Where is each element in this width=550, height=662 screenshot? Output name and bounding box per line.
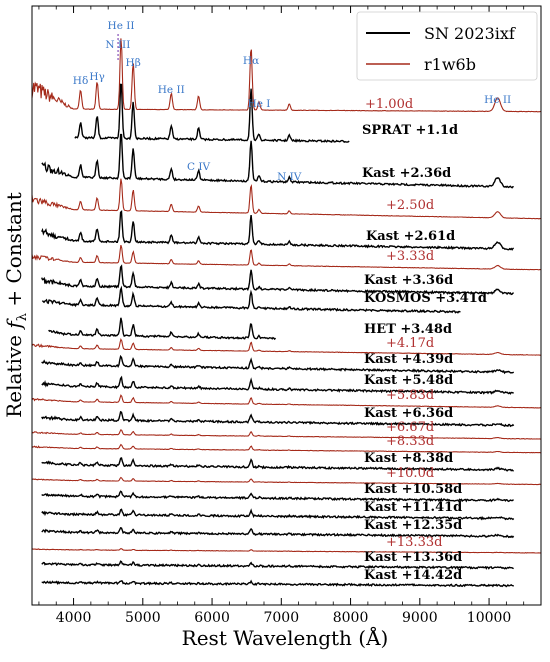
- spectrum-epoch-label: +10.0d: [386, 466, 434, 481]
- y-label-tail: + Constant: [2, 192, 26, 313]
- spectrum-epoch-label: +2.50d: [386, 198, 434, 213]
- x-tick-label: 6000: [194, 610, 230, 626]
- spectrum-epoch-label: Kast +2.36d: [362, 166, 451, 181]
- model-spectrum: [31, 476, 541, 486]
- observed-spectrum: [41, 508, 515, 521]
- spectrum-epoch-label: Kast +2.61d: [366, 229, 455, 244]
- model-spectrum: [31, 394, 541, 409]
- x-axis-label: Rest Wavelength (Å): [182, 625, 389, 650]
- x-tick-label: 7000: [263, 610, 299, 626]
- spectrum-epoch-label: Kast +13.36d: [364, 550, 462, 565]
- line-id-label: Hβ: [126, 57, 141, 69]
- y-axis-label: Relative fλ + Constant: [2, 192, 30, 418]
- model-spectrum: [31, 38, 541, 113]
- spectrum-epoch-label: Kast +11.41d: [364, 500, 462, 515]
- spectrum-epoch-label: +6.67d: [386, 420, 434, 435]
- spectrum-epoch-label: KOSMOS +3.41d: [364, 291, 487, 306]
- y-label-sub: λ: [15, 313, 30, 321]
- spectrum-epoch-label: Kast +14.42d: [364, 568, 462, 583]
- observed-spectrum: [41, 375, 514, 395]
- x-tick-label: 10000: [467, 610, 512, 626]
- x-tick-label: 4000: [56, 610, 92, 626]
- line-id-label: He I: [248, 98, 271, 110]
- observed-spectrum: [48, 317, 277, 341]
- observed-spectrum: [41, 526, 515, 539]
- legend-box: [356, 11, 538, 81]
- x-tick-label: 5000: [125, 610, 161, 626]
- model-spectrum: [31, 443, 541, 454]
- spectrum-epoch-label: Kast +6.36d: [364, 406, 453, 421]
- model-spectrum: [31, 428, 541, 440]
- spectrum-epoch-label: Kast +4.39d: [364, 352, 453, 367]
- spectrum-epoch-label: +4.17d: [386, 336, 434, 351]
- spectrum-epoch-label: Kast +5.48d: [364, 373, 453, 388]
- spectrum-epoch-label: Kast +12.35d: [364, 518, 462, 533]
- plot-frame: [31, 5, 542, 606]
- model-spectrum: [31, 244, 541, 271]
- observed-spectrum: [41, 457, 514, 472]
- spectrum-epoch-label: +5.83d: [386, 388, 434, 403]
- line-id-label: Hδ: [73, 75, 88, 87]
- line-id-label: He II: [108, 20, 135, 32]
- line-id-label: Hγ: [89, 71, 104, 83]
- observed-spectrum: [41, 210, 515, 251]
- line-id-label: He II: [484, 94, 511, 106]
- observed-spectrum: [41, 285, 461, 314]
- spectra-group: +1.00d SPRAT +1.1d Kast +2.36d +2.50d Kast +…: [31, 38, 541, 588]
- x-tick-label: 8000: [333, 610, 369, 626]
- observed-spectrum: [74, 83, 350, 143]
- model-spectrum: [31, 338, 541, 356]
- observed-spectrum: [41, 560, 514, 570]
- observed-spectrum: [41, 133, 514, 189]
- spectrum-epoch-label: +13.33d: [386, 535, 442, 550]
- x-axis-ticks: 4000 5000 6000 7000 8000 9000 10000: [38, 6, 525, 626]
- line-id-label: He II: [158, 84, 185, 96]
- spectrum-epoch-label: +8.33d: [386, 434, 434, 449]
- line-id-label: N IV: [277, 171, 302, 183]
- spectrum-epoch-label: +3.33d: [386, 249, 434, 264]
- legend: SN 2023ixf r1w6b: [356, 11, 538, 81]
- observed-spectrum: [41, 579, 515, 588]
- spectrum-epoch-label: +1.00d: [365, 97, 413, 112]
- line-identifications: Hδ Hγ N III He II Hβ He II Hα He I He II C IV N IV: [73, 20, 511, 183]
- legend-label-model: r1w6b: [424, 55, 476, 74]
- observed-spectrum: [41, 264, 514, 296]
- y-label-main: Relative: [2, 329, 26, 418]
- observed-spectrum: [41, 490, 514, 503]
- legend-label-observed: SN 2023ixf: [424, 24, 516, 43]
- line-id-label: N III: [105, 39, 130, 51]
- observed-spectrum: [41, 354, 515, 375]
- model-spectrum: [31, 547, 541, 554]
- x-tick-label: 9000: [402, 610, 438, 626]
- model-spectrum: [31, 178, 541, 220]
- spectrum-epoch-label: Kast +3.36d: [364, 273, 453, 288]
- spectrum-epoch-label: Kast +10.58d: [364, 482, 462, 497]
- spectrum-epoch-label: SPRAT +1.1d: [362, 123, 458, 138]
- line-id-label: Hα: [243, 55, 259, 67]
- spectrum-epoch-label: Kast +8.38d: [364, 451, 453, 466]
- line-id-label: C IV: [187, 161, 211, 173]
- spectrum-epoch-label: HET +3.48d: [364, 322, 452, 337]
- observed-spectrum: [41, 410, 515, 428]
